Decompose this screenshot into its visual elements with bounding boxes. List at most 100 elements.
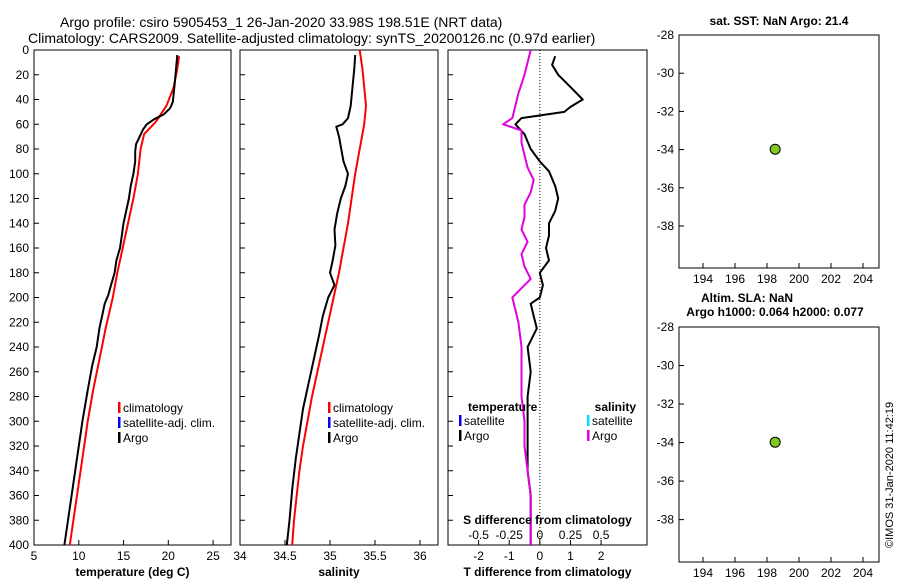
sst-map-title: sat. SST: NaN Argo: 21.4	[710, 14, 849, 28]
depth-tick-label: 0	[22, 43, 29, 57]
sst_map-xtick-label: 202	[821, 272, 841, 286]
sla_map-xtick-label: 202	[821, 566, 841, 580]
sst_map-axes-frame	[678, 34, 880, 269]
salinity-legend-1-swatch	[328, 417, 331, 428]
temperature-series-argo	[63, 54, 179, 546]
temperature-legend-0-swatch	[118, 402, 121, 413]
sla_map-ytick-label: -30	[657, 359, 675, 373]
title-line1: Argo profile: csiro 5905453_1 26-Jan-202…	[60, 14, 502, 30]
depth-tick-label: 260	[9, 365, 29, 379]
salinity-legend-2-label: Argo	[333, 431, 359, 445]
depth-tick-label: 400	[9, 538, 29, 552]
depth-tick-label: 240	[9, 340, 29, 354]
sla_map-xtick-label: 194	[693, 566, 713, 580]
sla_map-xtick-label: 196	[725, 566, 745, 580]
temperature-series-climatology	[68, 56, 181, 546]
depth-tick-label: 300	[9, 414, 29, 428]
salinity-legend-title: salinity	[595, 400, 637, 414]
sst_map-xtick-label: 196	[725, 272, 745, 286]
temperature-panel: 0 20 40 60 80 100 120 140 160 180 200 220 240 260 280 3…	[9, 43, 232, 579]
salinity-legend-0-label: climatology	[333, 401, 393, 415]
t-diff-xtick-label: 2	[598, 549, 605, 563]
title-line2: Climatology: CARS2009. Satellite-adjuste…	[28, 30, 595, 46]
salinity-panel: 34 34.5 35 35.5 36 salinity climatologysatelli…	[233, 49, 439, 579]
depth-tick-label: 160	[9, 241, 29, 255]
depth-tick-label: 40	[16, 93, 30, 107]
difference-xlabel-top: S difference from climatology	[463, 513, 632, 527]
sla-map-title-line1: Altim. SLA: NaN	[701, 291, 793, 305]
depth-tick-label: 100	[9, 167, 29, 181]
temperature-legend-title: temperature	[468, 400, 538, 414]
sla_map-xtick-label: 198	[757, 566, 777, 580]
sla_map-xtick-label: 204	[853, 566, 873, 580]
sst_map-argo-position-dot	[769, 143, 781, 155]
temperature-xtick-label: 5	[31, 549, 38, 563]
s-diff-tick-label: -0.25	[496, 528, 524, 542]
depth-tick-label: 380	[9, 513, 29, 527]
depth-tick-label: 80	[16, 142, 30, 156]
sla_map-axes-frame	[678, 326, 880, 563]
salinity-xtick-label: 36	[413, 549, 427, 563]
temperature-legend-satellite-swatch	[459, 415, 462, 426]
depth-tick-label: 200	[9, 291, 29, 305]
sla_map-ytick-label: -36	[657, 474, 675, 488]
sla_map-ytick-label: -38	[657, 513, 675, 527]
salinity-xtick-label: 34	[233, 549, 247, 563]
sst_map-xtick-label: 204	[853, 272, 873, 286]
depth-tick-label: 20	[16, 68, 30, 82]
salinity-legend-satellite-label: satellite	[592, 414, 633, 428]
temperature-legend-1-swatch	[118, 417, 121, 428]
t-diff-xtick-label: -1	[504, 549, 515, 563]
temperature-xlabel: temperature (deg C)	[75, 565, 189, 579]
temperature-axes-frame	[33, 49, 232, 546]
salinity-xtick-label: 35	[323, 549, 337, 563]
salinity-legend-0-swatch	[328, 402, 331, 413]
temperature-legend-0-label: climatology	[123, 401, 183, 415]
sla_map-ytick-label: -32	[657, 397, 675, 411]
temperature-xtick-label: 10	[72, 549, 86, 563]
temperature-legend-argo-label: Argo	[464, 429, 490, 443]
t-diff-xtick-label: 1	[567, 549, 574, 563]
depth-tick-label: 120	[9, 192, 29, 206]
t-diff-xtick-label: 0	[537, 549, 544, 563]
s-diff-tick-label: 0	[537, 528, 544, 542]
sst_map-ytick-label: -38	[657, 219, 675, 233]
sst_map-xtick-label: 200	[789, 272, 809, 286]
temperature-legend-argo-swatch	[459, 430, 462, 441]
salinity-xtick-label: 35.5	[363, 549, 387, 563]
temperature-legend-1-label: satellite-adj. clim.	[123, 416, 215, 430]
difference-axes-frame	[447, 49, 648, 546]
temperature-legend-2-label: Argo	[123, 431, 149, 445]
sst_map-ytick-label: -34	[657, 143, 675, 157]
difference-series-s-diff-argo	[502, 49, 535, 545]
salinity-legend-2-swatch	[328, 432, 331, 443]
salinity-legend-argo-label: Argo	[592, 429, 618, 443]
s-diff-tick-label: 0.5	[593, 528, 610, 542]
temperature-legend-satellite-label: satellite	[464, 414, 505, 428]
temperature-xtick-label: 25	[206, 549, 220, 563]
depth-tick-label: 220	[9, 315, 29, 329]
depth-tick-label: 180	[9, 266, 29, 280]
s-diff-tick-label: 0.25	[559, 528, 583, 542]
sst_map-ytick-label: -30	[657, 66, 675, 80]
s-diff-tick-label: -0.5	[468, 528, 489, 542]
temperature-xtick-label: 20	[162, 549, 176, 563]
depth-tick-label: 280	[9, 390, 29, 404]
difference-xlabel: T difference from climatology	[463, 565, 631, 579]
sla-map-title-line2: Argo h1000: 0.064 h2000: 0.077	[686, 305, 864, 319]
sla_map-ytick-label: -28	[657, 320, 675, 334]
temperature-legend-2-swatch	[118, 432, 121, 443]
sst_map-ytick-label: -36	[657, 181, 675, 195]
salinity-legend-1-label: satellite-adj. clim.	[333, 416, 425, 430]
temperature-xtick-label: 15	[117, 549, 131, 563]
imos-timestamp: ©IMOS 31-Jan-2020 11:42:19	[884, 402, 896, 548]
sst_map-ytick-label: -32	[657, 104, 675, 118]
depth-tick-label: 320	[9, 439, 29, 453]
salinity-legend-argo-swatch	[587, 430, 590, 441]
depth-tick-label: 360	[9, 489, 29, 503]
sla_map-argo-position-dot	[769, 436, 781, 448]
salinity-series-argo	[285, 54, 357, 546]
sst_map-xtick-label: 194	[693, 272, 713, 286]
salinity-xlabel: salinity	[318, 565, 360, 579]
difference-panel: -2 -1 0 1 2 T difference from climatology S di…	[447, 49, 648, 579]
